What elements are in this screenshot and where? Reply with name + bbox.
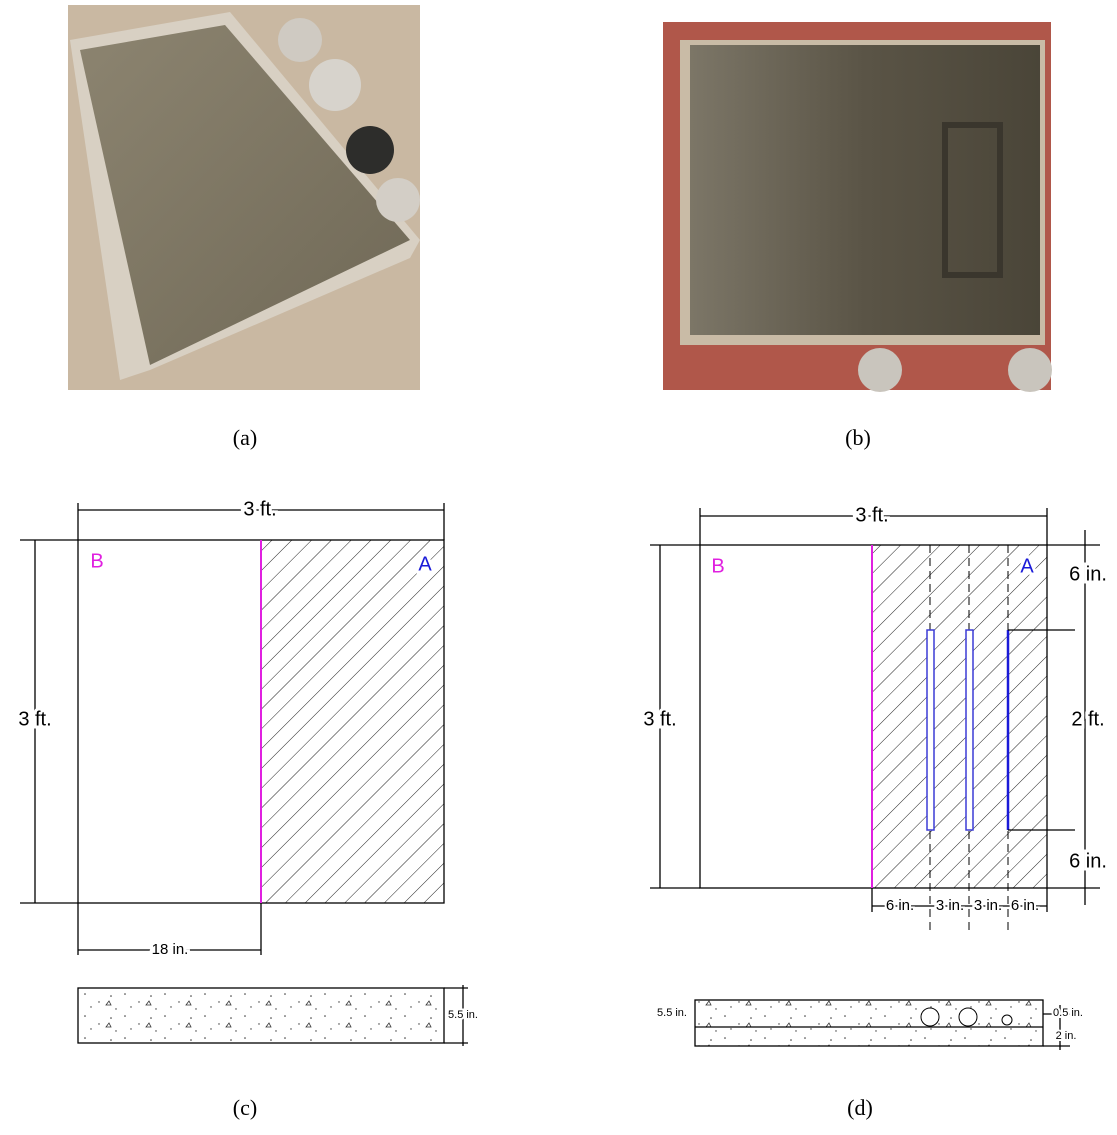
caption: (b) [845, 425, 871, 450]
figure: (a) (b) 3 ft. 3 ft. B A 18 in. 5.5 in. (… [0, 0, 1117, 1135]
dim-label: 6 in. [1011, 897, 1039, 914]
photo-b [663, 22, 1052, 392]
caption: (d) [847, 1095, 873, 1120]
dim-label: 6 in. [1069, 850, 1107, 872]
dim-label: 3 ft. [643, 708, 676, 730]
dim-label: 6 in. [1069, 563, 1107, 585]
dim-label: 3 ft. [855, 504, 888, 526]
dim-label: 5.5 in. [448, 1009, 478, 1021]
region-label: B [711, 555, 724, 577]
caption: (c) [233, 1095, 257, 1120]
caption: (a) [233, 425, 257, 450]
plan-c [20, 503, 444, 955]
dim-label: 3 ft. [243, 498, 276, 520]
region-label: A [418, 553, 432, 575]
region-label: A [1020, 555, 1034, 577]
dim-label: 2 in. [1056, 1030, 1077, 1042]
section-d [695, 1000, 1070, 1050]
dim-label: 6 in. [886, 897, 914, 914]
section-c [78, 985, 468, 1046]
dim-label: 3 in. [974, 897, 1002, 914]
dim-label: 18 in. [152, 941, 189, 958]
region-label: B [90, 550, 103, 572]
dim-label: 0.5 in. [1053, 1007, 1083, 1019]
photo-a [68, 5, 420, 390]
dim-label: 5.5 in. [657, 1007, 687, 1019]
dim-label: 3 ft. [18, 708, 51, 730]
dim-label: 3 in. [936, 897, 964, 914]
dim-label: 2 ft. [1071, 708, 1104, 730]
